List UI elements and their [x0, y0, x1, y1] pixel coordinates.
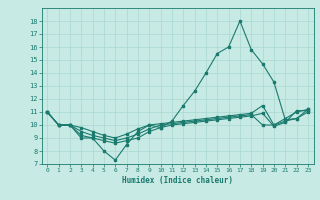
X-axis label: Humidex (Indice chaleur): Humidex (Indice chaleur): [122, 176, 233, 185]
